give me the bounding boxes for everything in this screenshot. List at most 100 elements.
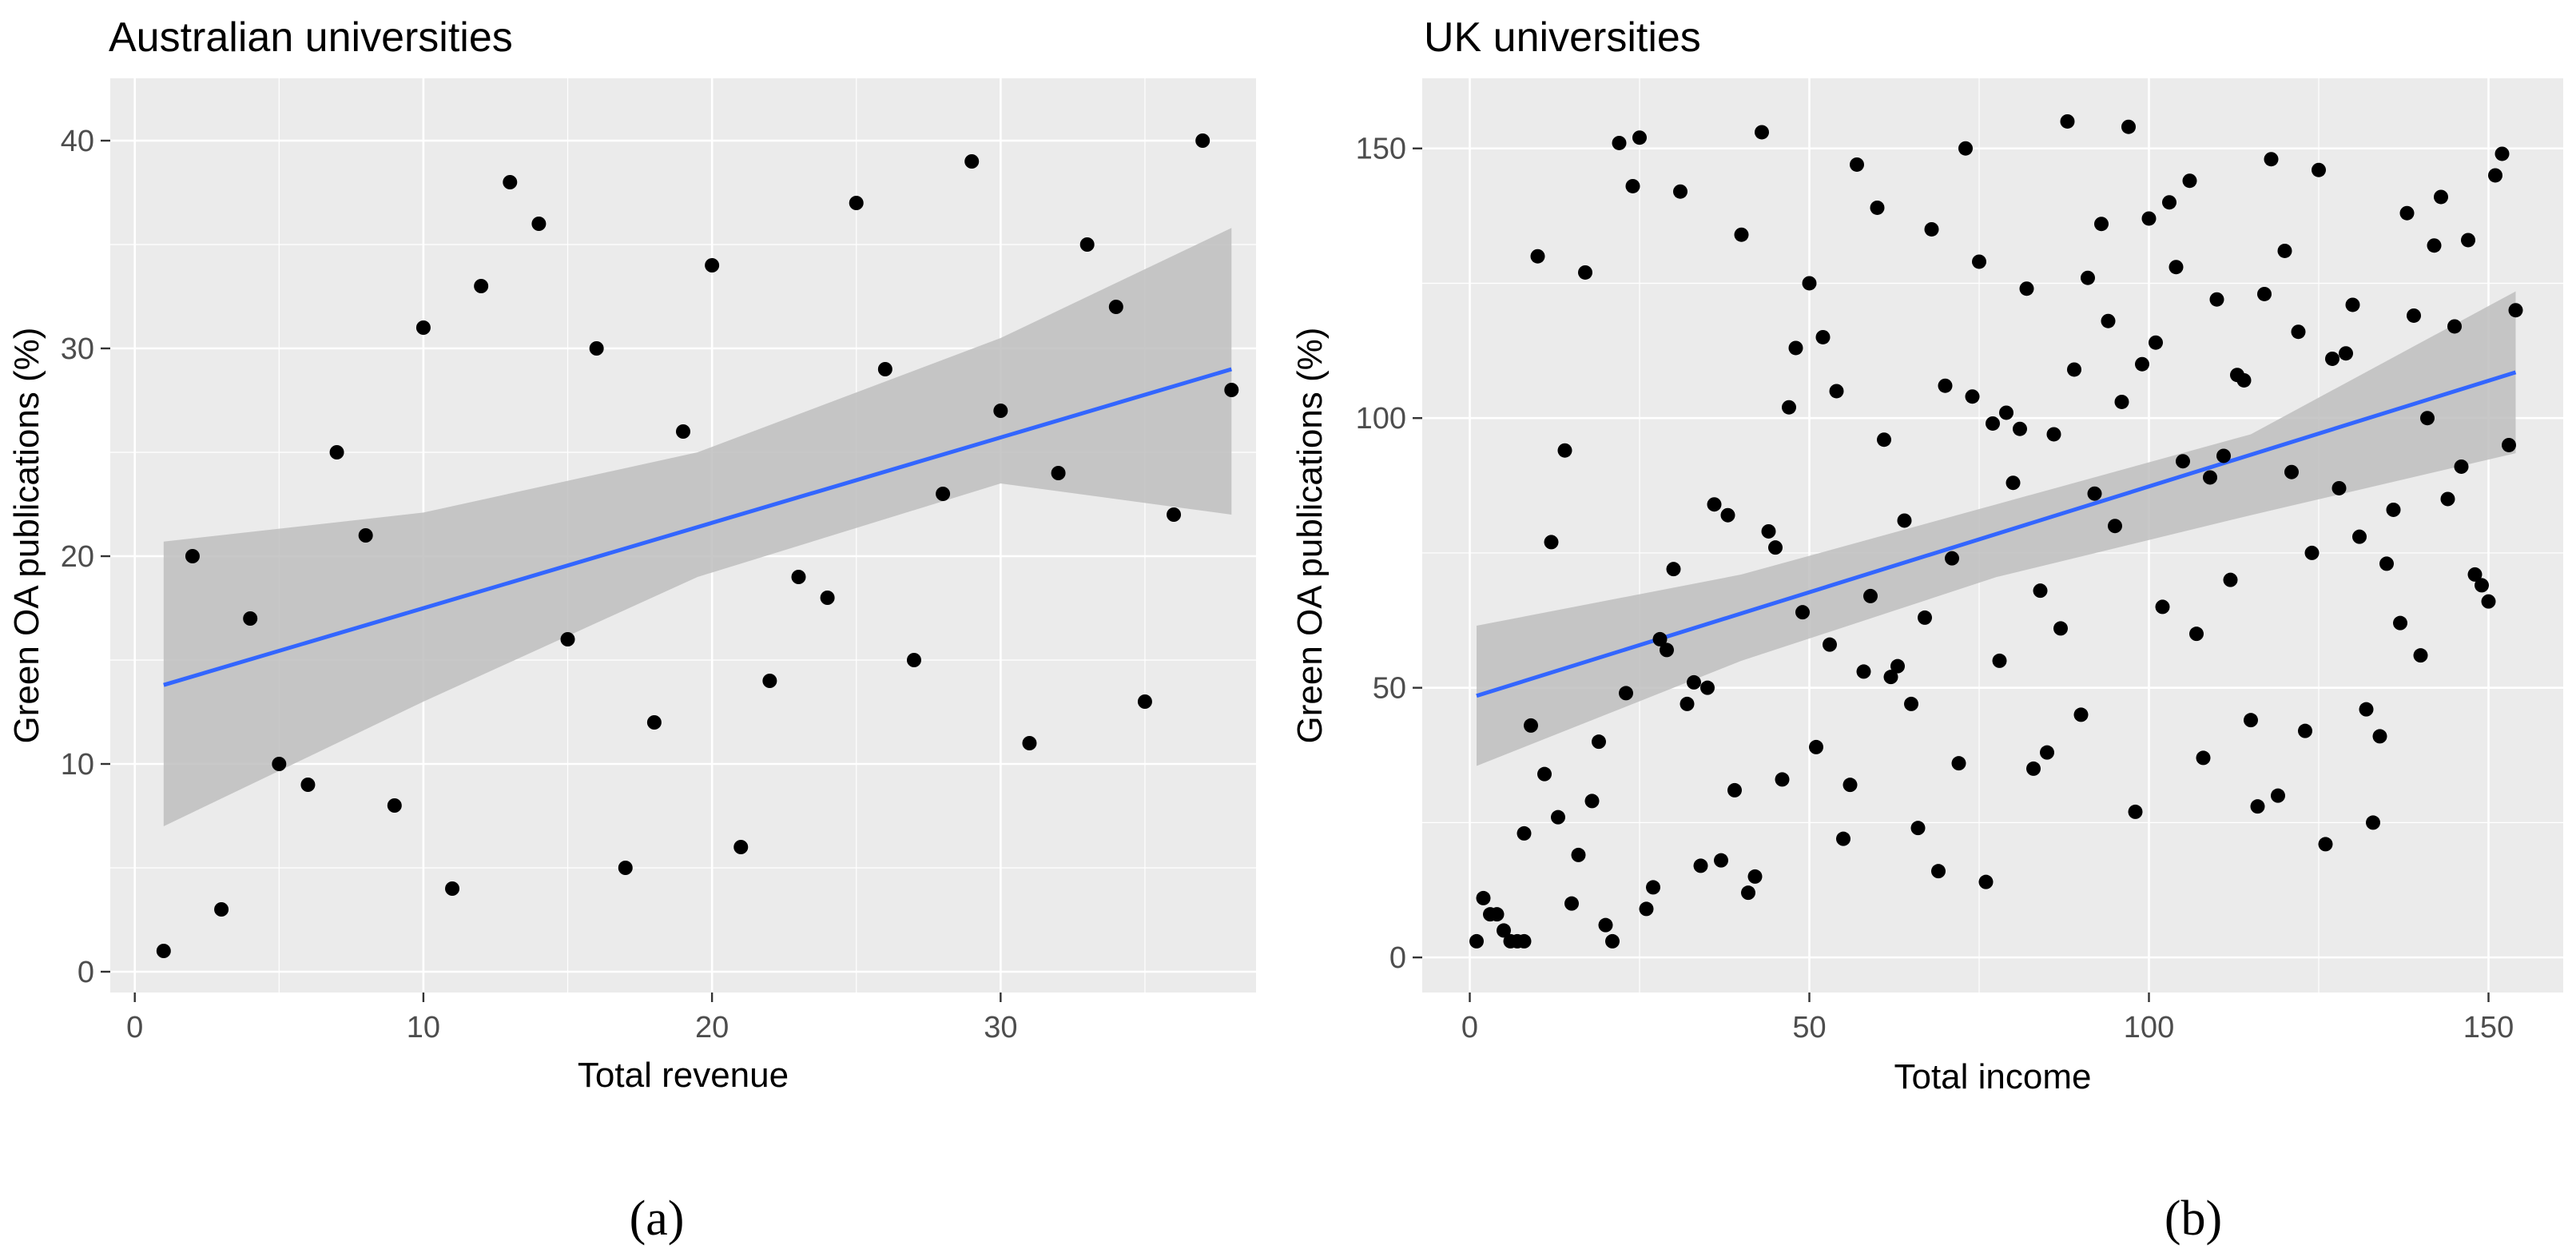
data-point: [1945, 551, 1959, 566]
data-point: [2372, 729, 2387, 744]
data-point: [2454, 459, 2469, 474]
y-tick-label: 0: [1389, 941, 1406, 975]
data-point: [2264, 152, 2279, 167]
x-tick-label: 0: [1461, 1011, 1478, 1044]
x-tick-label: 10: [407, 1011, 440, 1044]
data-point: [2244, 713, 2258, 728]
data-point: [1775, 772, 1790, 787]
data-point: [2277, 243, 2292, 258]
data-point: [1517, 825, 1532, 841]
data-point: [849, 196, 864, 210]
data-point: [1537, 766, 1552, 782]
data-point: [1707, 497, 1722, 512]
data-point: [1639, 901, 1654, 917]
data-point: [1924, 221, 1939, 237]
data-point: [2352, 529, 2367, 544]
data-point: [1904, 696, 1918, 711]
data-point: [1551, 809, 1565, 825]
data-point: [1897, 513, 1912, 528]
confidence-band: [1477, 291, 2516, 766]
data-point: [1137, 694, 1152, 709]
data-point: [156, 944, 171, 958]
data-point: [1564, 896, 1579, 911]
data-point: [676, 424, 690, 439]
data-point: [2386, 502, 2401, 517]
data-point: [1530, 249, 1545, 264]
data-point: [2101, 313, 2116, 328]
data-point: [2250, 799, 2265, 814]
data-point: [1850, 157, 1864, 172]
data-point: [1022, 736, 1037, 750]
data-point: [2128, 804, 2143, 819]
data-point: [1802, 276, 1817, 291]
data-point: [300, 778, 316, 792]
data-point: [1978, 874, 1994, 889]
data-point: [1666, 562, 1681, 577]
regression-line: [163, 367, 1233, 687]
data-point: [1761, 523, 1776, 539]
x-tick-label: 30: [984, 1011, 1017, 1044]
data-point: [2121, 119, 2136, 134]
data-point: [2399, 205, 2415, 221]
data-point: [1693, 858, 1708, 873]
y-tick-label: 100: [1356, 402, 1406, 436]
data-point: [877, 362, 892, 376]
data-point: [2467, 567, 2483, 582]
data-point: [1700, 680, 1715, 695]
data-point: [2155, 599, 2170, 615]
data-point: [1598, 917, 1613, 933]
data-point: [2196, 750, 2211, 766]
data-point: [1195, 133, 1210, 148]
data-point: [1632, 130, 1647, 145]
data-points: [1469, 113, 2523, 949]
data-point: [2407, 308, 2421, 323]
data-point: [1829, 384, 1844, 399]
data-point: [1747, 869, 1763, 884]
data-point: [1524, 718, 1538, 733]
data-point: [2434, 189, 2448, 205]
y-axis-title: Green OA publications (%): [1290, 328, 1330, 744]
data-point: [2087, 486, 2102, 501]
panel-caption-a: (a): [630, 1191, 685, 1246]
data-point: [2359, 702, 2374, 717]
data-point: [2318, 837, 2333, 852]
data-point: [705, 258, 720, 272]
data-point: [2189, 627, 2204, 642]
data-point: [1877, 432, 1891, 448]
data-point: [2379, 556, 2394, 571]
data-point: [1680, 696, 1695, 711]
data-point: [2169, 260, 2184, 275]
data-point: [1999, 405, 2013, 420]
x-tick-label: 50: [1792, 1011, 1826, 1044]
data-point: [2420, 411, 2435, 426]
data-point: [2209, 292, 2224, 307]
data-point: [1951, 756, 1966, 771]
data-point: [2141, 211, 2157, 226]
data-point: [185, 549, 200, 563]
data-point: [1687, 674, 1701, 690]
data-point: [1612, 135, 1627, 150]
data-point: [2019, 281, 2034, 296]
data-point: [2291, 324, 2306, 340]
data-point: [1557, 443, 1572, 458]
regression-line: [1476, 370, 2517, 698]
x-axis-title: Total income: [1894, 1057, 2091, 1096]
data-point: [329, 445, 344, 459]
x-tick-label: 100: [2124, 1011, 2174, 1044]
data-point: [589, 341, 604, 356]
data-point: [2481, 594, 2496, 609]
data-point: [1815, 329, 1831, 344]
data-point: [2339, 346, 2353, 361]
data-point: [1870, 200, 1885, 215]
y-tick-label: 20: [61, 540, 94, 574]
data-point: [1714, 853, 1728, 868]
x-tick-label: 150: [2463, 1011, 2514, 1044]
data-point: [2053, 621, 2068, 636]
data-point: [1823, 637, 1837, 652]
chart-title: UK universities: [1424, 14, 1701, 61]
data-point: [1918, 610, 1932, 625]
data-point: [1497, 923, 1511, 938]
data-point: [993, 404, 1008, 418]
data-point: [2502, 437, 2516, 452]
